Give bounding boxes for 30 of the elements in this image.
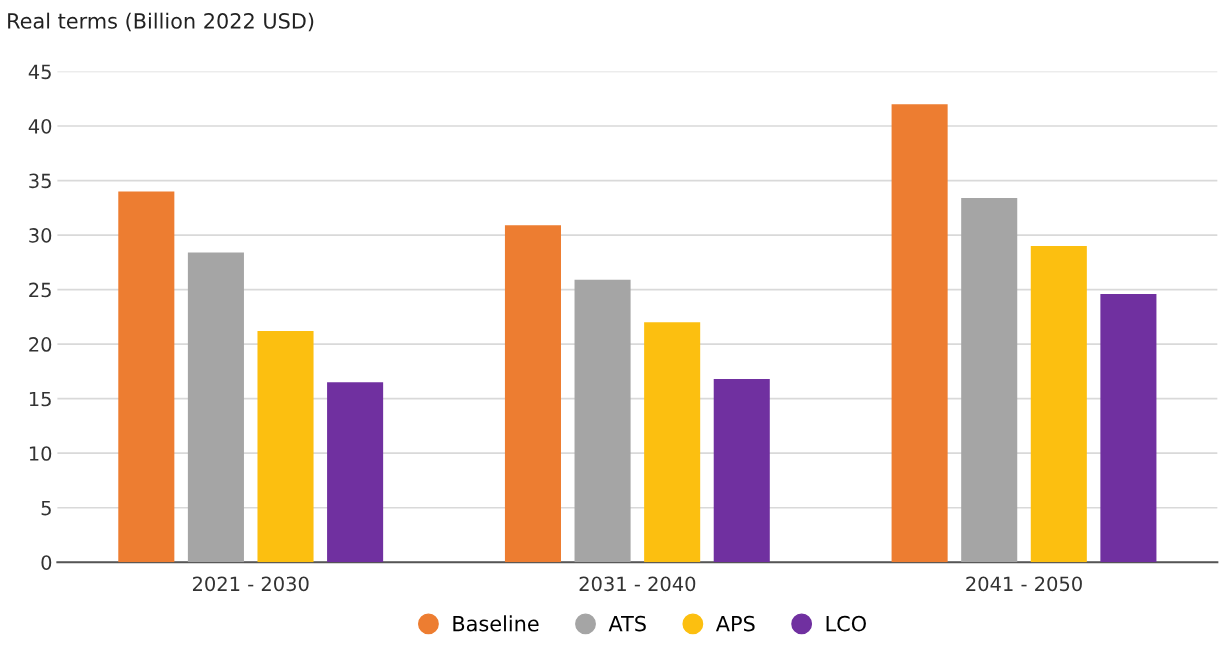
bar (961, 198, 1018, 563)
y-tick-label: 10 (29, 446, 52, 461)
y-tick-label: 35 (29, 173, 51, 189)
bar (504, 225, 561, 563)
x-tick-label: 2041 - 2050 (966, 576, 1082, 592)
bar (187, 252, 244, 563)
bar (644, 322, 701, 563)
y-tick-label: 0 (41, 555, 52, 570)
bar (574, 279, 631, 563)
y-tick-label: 40 (28, 118, 52, 134)
bar (713, 379, 770, 563)
y-tick-label: 5 (41, 500, 51, 516)
x-tick-label: 2021 - 2030 (192, 576, 309, 592)
legend-label: ATS (608, 615, 646, 632)
y-tick-label: 20 (29, 337, 52, 352)
bar (1100, 293, 1157, 563)
y-tick-label: 30 (29, 228, 52, 243)
y-tick-label: 25 (29, 282, 51, 298)
bar (257, 331, 314, 563)
bar (1030, 245, 1087, 563)
y-tick-label: 15 (29, 391, 51, 407)
legend-label: Baseline (453, 615, 539, 632)
bar (891, 104, 948, 563)
y-tick-label: 45 (28, 64, 51, 80)
legend-label: APS (715, 615, 755, 632)
legend-label: LCO (826, 615, 866, 632)
bar (327, 382, 384, 563)
x-tick-label: 2031 - 2040 (579, 576, 696, 592)
y-axis-title: Real terms (Billion 2022 USD) (8, 12, 314, 32)
bar (118, 191, 175, 563)
